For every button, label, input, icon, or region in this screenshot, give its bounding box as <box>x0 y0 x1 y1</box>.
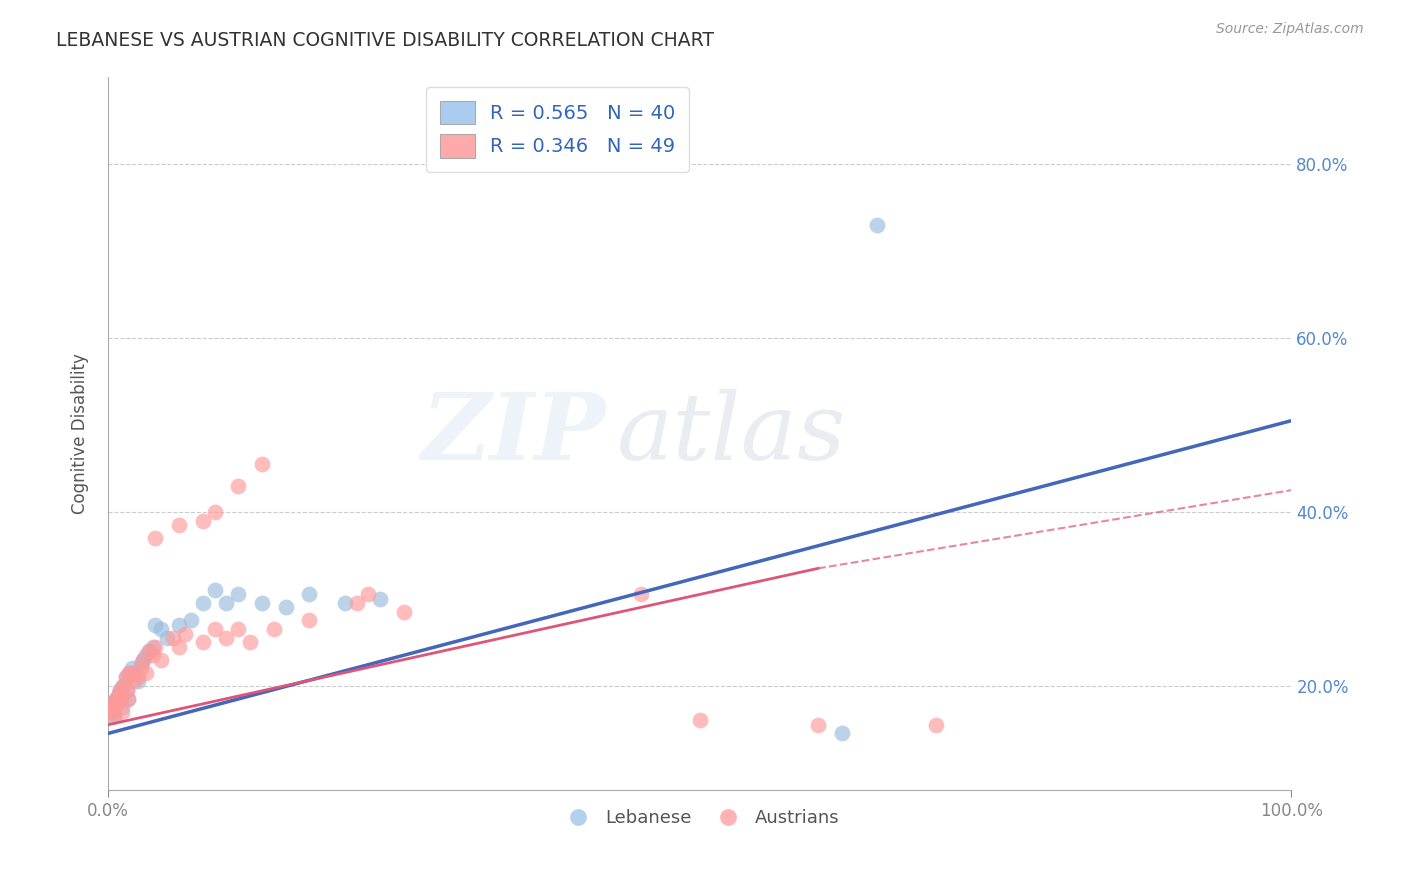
Point <box>689 714 711 728</box>
Point <box>101 705 124 719</box>
Point <box>215 631 238 645</box>
Point <box>346 596 368 610</box>
Point <box>98 700 121 714</box>
Point <box>162 631 184 645</box>
Point <box>121 665 143 680</box>
Point <box>135 665 157 680</box>
Point <box>105 691 128 706</box>
Point <box>107 687 129 701</box>
Point <box>143 531 166 545</box>
Point <box>226 587 249 601</box>
Y-axis label: Cognitive Disability: Cognitive Disability <box>72 353 89 514</box>
Text: Source: ZipAtlas.com: Source: ZipAtlas.com <box>1216 22 1364 37</box>
Legend: Lebanese, Austrians: Lebanese, Austrians <box>553 802 846 834</box>
Point <box>117 691 139 706</box>
Point <box>142 640 165 654</box>
Point <box>107 696 129 710</box>
Point <box>831 726 853 740</box>
Point <box>114 670 136 684</box>
Text: ZIP: ZIP <box>420 389 605 479</box>
Point <box>150 652 173 666</box>
Point <box>142 648 165 663</box>
Point <box>191 635 214 649</box>
Point <box>392 605 415 619</box>
Point <box>239 635 262 649</box>
Point <box>112 679 135 693</box>
Point <box>215 596 238 610</box>
Point <box>226 622 249 636</box>
Point <box>204 505 226 519</box>
Point <box>204 622 226 636</box>
Point <box>115 683 138 698</box>
Point <box>274 600 297 615</box>
Point <box>150 622 173 636</box>
Point <box>143 617 166 632</box>
Text: LEBANESE VS AUSTRIAN COGNITIVE DISABILITY CORRELATION CHART: LEBANESE VS AUSTRIAN COGNITIVE DISABILIT… <box>56 31 714 50</box>
Point <box>104 700 127 714</box>
Point <box>100 696 122 710</box>
Point <box>122 665 145 680</box>
Point <box>925 717 948 731</box>
Point <box>101 705 124 719</box>
Point <box>104 700 127 714</box>
Point <box>167 517 190 532</box>
Point <box>138 644 160 658</box>
Point <box>174 626 197 640</box>
Point <box>866 218 889 232</box>
Point <box>167 640 190 654</box>
Point <box>298 614 321 628</box>
Point <box>103 709 125 723</box>
Point <box>111 700 134 714</box>
Text: atlas: atlas <box>617 389 846 479</box>
Point <box>357 587 380 601</box>
Point <box>333 596 356 610</box>
Point <box>138 644 160 658</box>
Point <box>117 691 139 706</box>
Point <box>298 587 321 601</box>
Point <box>132 652 155 666</box>
Point <box>167 617 190 632</box>
Point <box>129 661 152 675</box>
Point <box>110 691 132 706</box>
Point <box>127 674 149 689</box>
Point <box>127 670 149 684</box>
Point <box>118 665 141 680</box>
Point <box>263 622 285 636</box>
Point <box>143 640 166 654</box>
Point <box>115 683 138 698</box>
Point <box>105 691 128 706</box>
Point <box>132 652 155 666</box>
Point <box>191 514 214 528</box>
Point <box>114 670 136 684</box>
Point <box>107 696 129 710</box>
Point <box>122 674 145 689</box>
Point <box>368 591 391 606</box>
Point <box>630 587 652 601</box>
Point <box>135 648 157 663</box>
Point <box>250 457 273 471</box>
Point <box>103 709 125 723</box>
Point <box>807 717 830 731</box>
Point <box>112 679 135 693</box>
Point <box>156 631 179 645</box>
Point <box>108 683 131 698</box>
Point <box>108 683 131 698</box>
Point <box>118 665 141 680</box>
Point <box>226 479 249 493</box>
Point <box>121 661 143 675</box>
Point <box>191 596 214 610</box>
Point <box>129 657 152 671</box>
Point <box>111 705 134 719</box>
Point <box>180 614 202 628</box>
Point <box>110 691 132 706</box>
Point <box>250 596 273 610</box>
Point <box>98 700 121 714</box>
Point <box>204 583 226 598</box>
Point <box>100 696 122 710</box>
Point <box>107 687 129 701</box>
